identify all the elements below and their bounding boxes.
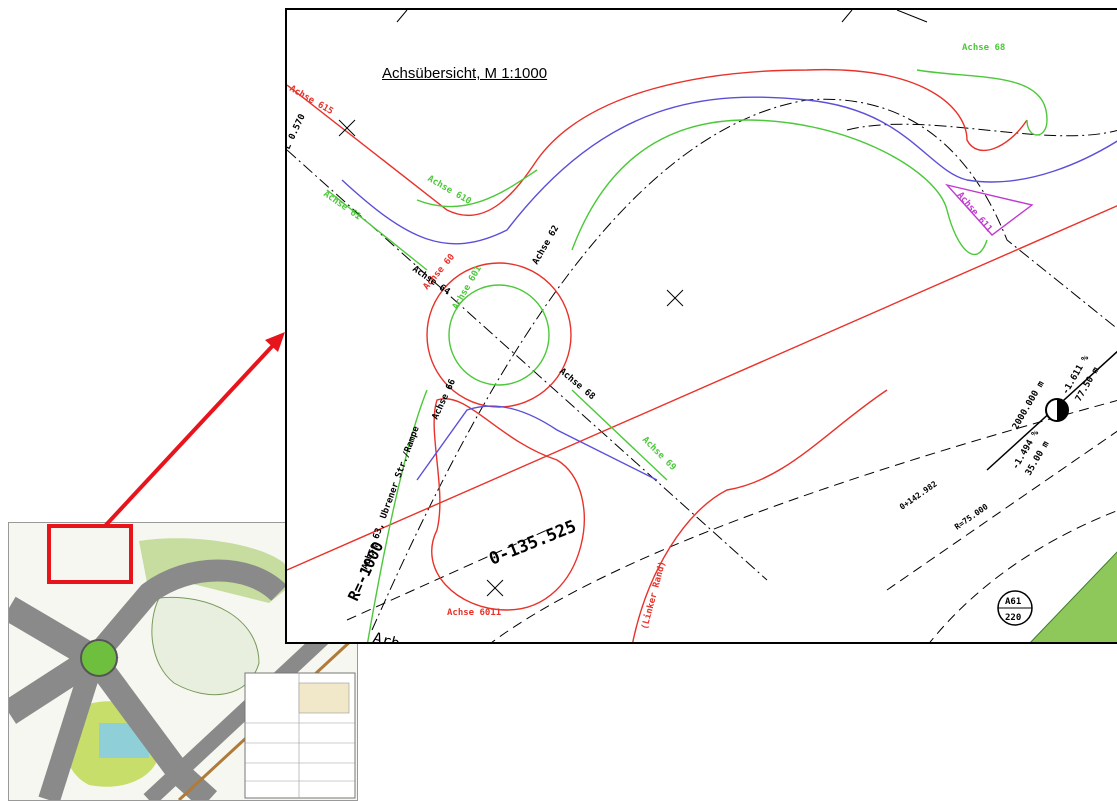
green-axes xyxy=(326,69,1048,642)
station-left: L 0.570 xyxy=(287,113,308,152)
zoom-arrow-line xyxy=(103,338,280,528)
vertical-curve-symbol xyxy=(986,350,1117,471)
center-lines xyxy=(287,98,1117,631)
sign-label-bottom: 220 xyxy=(1005,613,1021,623)
label-achse-601: Achse 601 xyxy=(451,264,484,311)
radius-right: R=75.000 xyxy=(953,502,990,532)
label-achse-611: Achse 611 xyxy=(955,191,994,235)
station-right: 0+142.982 xyxy=(898,479,939,511)
label-achse-68: Achse 68 xyxy=(557,367,597,403)
vertical-radius: 2000.000 m xyxy=(1011,379,1047,431)
label-achse-68-top: Achse 68 xyxy=(962,43,1005,53)
red-axes xyxy=(287,68,1117,642)
zoom-arrow-head xyxy=(265,332,285,352)
blue-axes xyxy=(341,96,1117,481)
magenta-axis-area xyxy=(944,183,1034,236)
edge-lines xyxy=(346,400,1117,642)
landscape-area xyxy=(1030,551,1117,642)
axis-plan-drawing: Achse 615 Achse 610 Achse 601 Achse 611 … xyxy=(287,10,1117,644)
cut-text: Arb xyxy=(371,628,402,644)
sign-label-top: A61 xyxy=(1005,597,1021,607)
label-achse-610: Achse 610 xyxy=(426,174,473,207)
sign-a61-220 xyxy=(997,590,1033,626)
curve-station: 0-135.525 xyxy=(486,517,579,570)
label-achse-62: Achse 62 xyxy=(531,224,561,267)
label-achse-615: Achse 615 xyxy=(288,84,335,117)
label-achse-6011: Achse 6011 xyxy=(447,608,501,618)
label-linker-rand: (Linker Rand) xyxy=(639,560,668,631)
axis-overview-detail: Achsübersicht, M 1:1000 xyxy=(285,8,1117,644)
point-markers xyxy=(338,119,684,597)
label-achse-69: Achse 69 xyxy=(640,435,678,473)
diagram-title: Achsübersicht, M 1:1000 xyxy=(382,65,548,82)
label-achse-61: Achse 61 xyxy=(321,189,362,222)
